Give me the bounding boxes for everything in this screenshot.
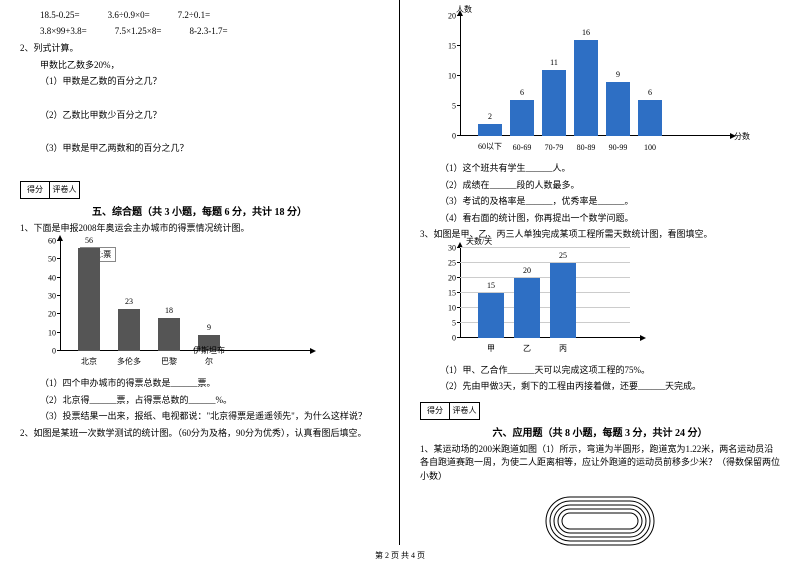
bar: 18	[158, 318, 180, 351]
y-tick-label: 20	[448, 12, 456, 21]
equation-row-1: 18.5-0.25= 3.6÷0.9×0= 7.2÷0.1=	[40, 10, 379, 20]
y-tick-label: 0	[452, 333, 456, 342]
y-tick-label: 5	[452, 318, 456, 327]
bar-value: 15	[478, 281, 504, 290]
x-label: 北京	[70, 356, 108, 367]
x-label: 100	[630, 143, 670, 152]
track-diagram	[540, 491, 660, 551]
q6-1: 1、某运动场的200米跑道如图（1）所示，弯道为半圆形，跑道宽为1.22米，两名…	[420, 443, 780, 484]
y-tick-label: 30	[448, 243, 456, 252]
bar-value: 20	[514, 266, 540, 275]
x-label: 伊斯坦布尔	[190, 345, 228, 367]
x-label: 丙	[542, 343, 584, 354]
bar: 2	[478, 124, 502, 136]
y-tick-label: 0	[52, 347, 56, 356]
y-tick-label: 20	[448, 273, 456, 282]
bar-value: 9	[606, 70, 630, 79]
eq: 3.6÷0.9×0=	[108, 10, 150, 20]
r3-1: （1）甲、乙合作______天可以完成这项工程的75%。	[440, 364, 780, 378]
score-box: 得分 评卷人	[20, 181, 379, 199]
bar-value: 16	[574, 28, 598, 37]
y-tick-label: 10	[448, 72, 456, 81]
chart-scores: 人数 分数 05101520260以下660-691170-791680-899…	[460, 16, 740, 156]
bar-value: 11	[542, 58, 566, 67]
chart-days: 天数/天 05101520253015甲20乙25丙	[460, 248, 650, 358]
y-tick-label: 0	[452, 132, 456, 141]
bar: 6	[510, 100, 534, 136]
r4: （4）看右面的统计图，你再提出一个数学问题。	[440, 212, 780, 226]
bar-value: 6	[510, 88, 534, 97]
equation-row-2: 3.8×99+3.8= 7.5×1.25×8= 8-2.3-1.7=	[40, 26, 379, 36]
y-tick-label: 15	[448, 42, 456, 51]
grader-label: 评卷人	[450, 402, 480, 420]
grader-label: 评卷人	[50, 181, 80, 199]
y-tick-label: 10	[48, 328, 56, 337]
q5-1-2: （2）北京得______票，占得票总数的______%。	[40, 394, 379, 408]
eq: 7.2÷0.1=	[178, 10, 211, 20]
eq: 7.5×1.25×8=	[115, 26, 162, 36]
bar: 56	[78, 248, 100, 351]
score-box: 得分 评卷人	[420, 402, 780, 420]
y-tick-label: 15	[448, 288, 456, 297]
y-tick-label: 10	[448, 303, 456, 312]
section-6-title: 六、应用题（共 8 小题，每题 3 分，共计 24 分）	[420, 424, 780, 439]
bar-value: 25	[550, 251, 576, 260]
eq: 3.8×99+3.8=	[40, 26, 87, 36]
score-label: 得分	[420, 402, 450, 420]
q2-1: （1）甲数是乙数的百分之几？	[40, 75, 379, 89]
bar: 15	[478, 293, 504, 338]
bar-value: 6	[638, 88, 662, 97]
bar: 25	[550, 263, 576, 338]
bar-value: 18	[158, 306, 180, 315]
y-tick-label: 20	[48, 310, 56, 319]
q5-1-1: （1）四个申办城市的得票总数是______票。	[40, 377, 379, 391]
eq: 18.5-0.25=	[40, 10, 80, 20]
eq: 8-2.3-1.7=	[189, 26, 227, 36]
y-tick-label: 60	[48, 237, 56, 246]
bar: 20	[514, 278, 540, 338]
y-tick-label: 25	[448, 258, 456, 267]
r1: （1）这个班共有学生______人。	[440, 162, 780, 176]
q2: 2、列式计算。	[20, 42, 379, 56]
bar: 6	[638, 100, 662, 136]
q2-3: （3）甲数是甲乙两数和的百分之几？	[40, 142, 379, 156]
bar: 9	[606, 82, 630, 136]
y-tick-label: 5	[452, 102, 456, 111]
bar: 16	[574, 40, 598, 136]
section-5-title: 五、综合题（共 3 小题，每题 6 分，共计 18 分）	[20, 203, 379, 218]
bar-value: 23	[118, 297, 140, 306]
r2: （2）成绩在______段的人数最多。	[440, 179, 780, 193]
y-tick-label: 40	[48, 273, 56, 282]
y-tick-label: 30	[48, 292, 56, 301]
page-footer: 第 2 页 共 4 页	[0, 550, 800, 561]
q5-2: 2、如图是某班一次数学测试的统计图。（60分为及格，90分为优秀），认真看图后填…	[20, 427, 379, 441]
bar: 23	[118, 309, 140, 351]
x-label: 巴黎	[150, 356, 188, 367]
score-label: 得分	[20, 181, 50, 199]
q5-1-3: （3）投票结果一出来，报纸、电视都说："北京得票是遥遥领先"，为什么这样说？	[40, 410, 379, 424]
chart-votes: 单位:票 010203040506056北京23多伦多18巴黎9伊斯坦布尔	[60, 241, 320, 371]
y-title: 人数	[456, 4, 472, 15]
bar: 11	[542, 70, 566, 136]
q2-sub: 甲数比乙数多20%，	[40, 59, 379, 73]
x-title: 分数	[734, 131, 750, 142]
bar-value: 2	[478, 112, 502, 121]
y-tick-label: 50	[48, 255, 56, 264]
y-title: 天数/天	[466, 236, 492, 247]
bar-value: 56	[78, 236, 100, 245]
q2-2: （2）乙数比甲数少百分之几？	[40, 109, 379, 123]
r3: （3）考试的及格率是______，优秀率是______。	[440, 195, 780, 209]
q5-1: 1、下面是申报2008年奥运会主办城市的得票情况统计图。	[20, 222, 379, 236]
bar-value: 9	[198, 323, 220, 332]
r3-2: （2）先由甲做3天，剩下的工程由丙接着做，还要______天完成。	[440, 380, 780, 394]
x-label: 多伦多	[110, 356, 148, 367]
